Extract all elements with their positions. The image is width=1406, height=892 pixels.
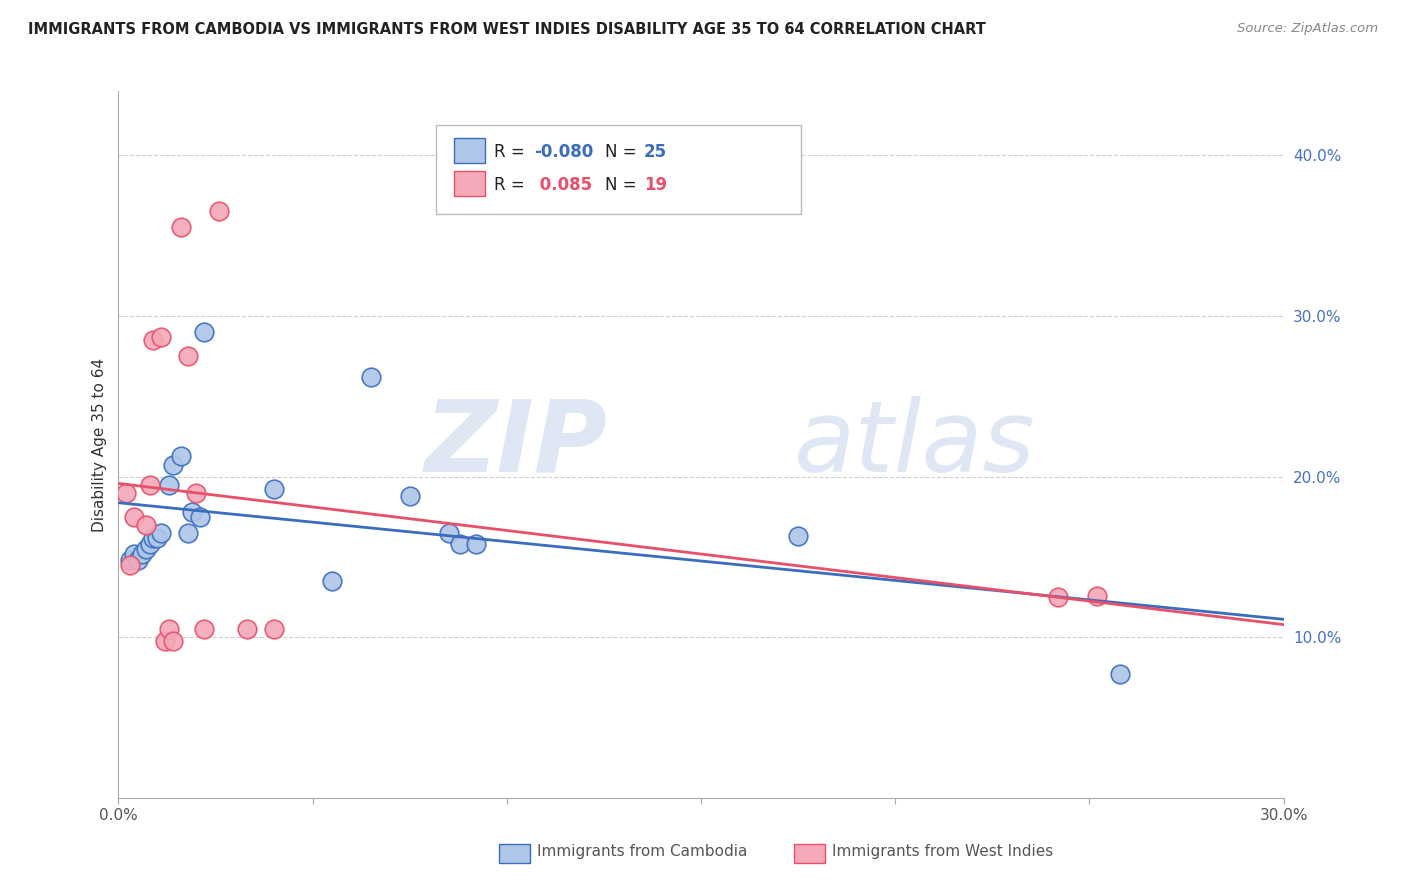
Text: R =: R =: [494, 143, 530, 161]
Point: [138, 477, 160, 491]
Point: [131, 547, 153, 561]
Point: [449, 537, 471, 551]
Point: [122, 547, 145, 561]
Point: [150, 525, 173, 540]
Point: [184, 485, 207, 500]
Point: [142, 531, 165, 545]
Point: [146, 531, 169, 545]
Text: N =: N =: [605, 176, 641, 194]
Text: IMMIGRANTS FROM CAMBODIA VS IMMIGRANTS FROM WEST INDIES DISABILITY AGE 35 TO 64 : IMMIGRANTS FROM CAMBODIA VS IMMIGRANTS F…: [28, 22, 986, 37]
Text: Immigrants from West Indies: Immigrants from West Indies: [832, 844, 1053, 859]
Point: [208, 204, 231, 219]
Point: [398, 489, 420, 503]
Text: atlas: atlas: [794, 396, 1036, 493]
Point: [153, 633, 176, 648]
Point: [193, 622, 215, 636]
Point: [142, 333, 165, 347]
Point: [181, 505, 204, 519]
Point: [115, 485, 138, 500]
Text: Source: ZipAtlas.com: Source: ZipAtlas.com: [1237, 22, 1378, 36]
Text: N =: N =: [605, 143, 641, 161]
Point: [135, 541, 157, 556]
Point: [193, 325, 215, 339]
Point: [188, 509, 211, 524]
Point: [177, 525, 200, 540]
Point: [120, 553, 142, 567]
Point: [263, 622, 285, 636]
Point: [1109, 667, 1132, 681]
Text: Immigrants from Cambodia: Immigrants from Cambodia: [537, 844, 748, 859]
Point: [1047, 590, 1070, 604]
Point: [157, 477, 180, 491]
Point: [437, 525, 460, 540]
Point: [162, 458, 184, 473]
Point: [263, 483, 285, 497]
Point: [321, 574, 343, 588]
Text: 25: 25: [644, 143, 666, 161]
Point: [360, 370, 382, 384]
Text: 19: 19: [644, 176, 666, 194]
Text: R =: R =: [494, 176, 530, 194]
Point: [787, 529, 810, 543]
Point: [135, 517, 157, 532]
Point: [120, 558, 142, 572]
Text: -0.080: -0.080: [534, 143, 593, 161]
Point: [127, 553, 149, 567]
Text: 0.085: 0.085: [534, 176, 592, 194]
Point: [177, 349, 200, 363]
Point: [122, 509, 145, 524]
Point: [138, 537, 160, 551]
Y-axis label: Disability Age 35 to 64: Disability Age 35 to 64: [93, 358, 107, 532]
Point: [162, 633, 184, 648]
Point: [150, 330, 173, 344]
Point: [157, 622, 180, 636]
Point: [464, 537, 486, 551]
Point: [169, 449, 191, 463]
Point: [1085, 589, 1108, 603]
Point: [169, 220, 191, 235]
Text: ZIP: ZIP: [425, 396, 607, 493]
Point: [235, 622, 257, 636]
